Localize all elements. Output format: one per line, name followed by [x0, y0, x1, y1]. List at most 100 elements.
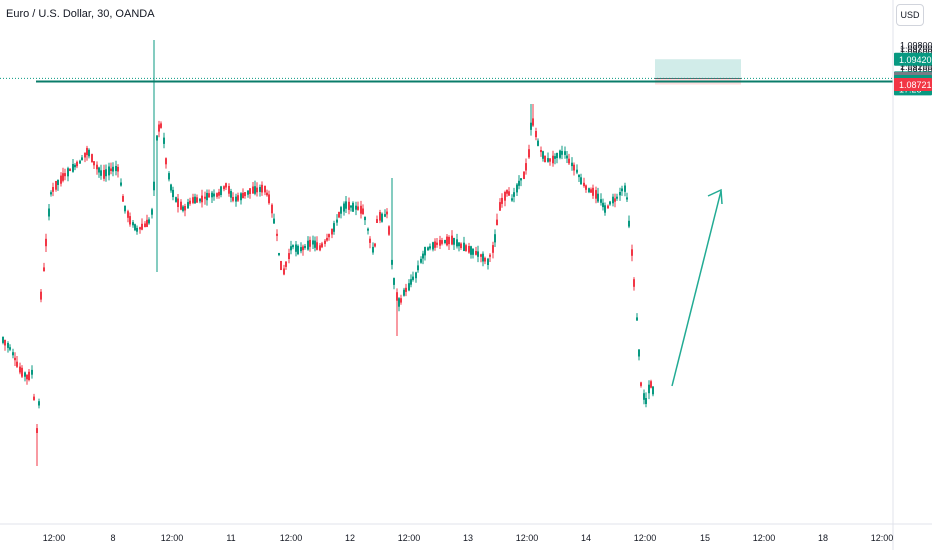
candle-body	[540, 150, 542, 153]
candle-body	[432, 242, 434, 250]
candle-body	[446, 236, 448, 246]
candle-body	[271, 204, 273, 214]
candle-body	[321, 243, 323, 248]
candle-body	[616, 196, 618, 199]
candle-body	[57, 179, 59, 185]
candle-body	[372, 246, 374, 253]
candle-body	[232, 197, 234, 201]
time-tick-label: 8	[110, 533, 115, 543]
candle-body	[304, 245, 306, 248]
candle-body	[86, 147, 88, 156]
candle-body	[434, 241, 436, 248]
candle-body	[96, 164, 98, 170]
target-zone[interactable]	[655, 59, 741, 79]
candle-body	[451, 235, 453, 245]
candle-body	[494, 234, 496, 243]
candle-body	[127, 211, 129, 218]
candle-body	[470, 246, 472, 255]
candle-body	[588, 188, 590, 193]
candle-body	[199, 198, 201, 202]
candle-body	[184, 206, 186, 211]
candle-body	[650, 381, 652, 388]
candle-body	[88, 149, 90, 157]
time-tick-label: 12	[345, 533, 355, 543]
candle-body	[45, 238, 47, 247]
candle-body	[33, 396, 35, 401]
candle-body	[139, 227, 141, 230]
candle-body	[542, 151, 544, 159]
candle-body	[175, 197, 177, 202]
candle-body	[532, 118, 534, 126]
price-label-target: 1.09420	[894, 52, 932, 66]
candle-body	[309, 239, 311, 247]
candle-body	[292, 245, 294, 248]
candle-body	[112, 166, 114, 172]
candle-body	[535, 131, 537, 138]
price-tick-label: 1.09800	[900, 41, 932, 51]
time-tick-label: 14	[581, 533, 591, 543]
candle-body	[48, 208, 50, 217]
candle-body	[360, 205, 362, 214]
candle-body	[460, 243, 462, 248]
candle-body	[568, 158, 570, 164]
candle-body	[530, 122, 532, 130]
candle-body	[208, 193, 210, 198]
time-tick-label: 18	[818, 533, 828, 543]
candle-body	[626, 197, 628, 200]
candle-body	[100, 170, 102, 176]
candle-body	[240, 193, 242, 201]
price-tick-label: 1.09100	[900, 66, 932, 76]
candle-body	[571, 162, 573, 167]
candle-body	[331, 228, 333, 235]
candle-body	[225, 183, 227, 188]
time-axis[interactable]: 12:00 8 12:00 11 12:00 12 12:00 13 12:00 14 12:00 1…	[43, 533, 894, 543]
candle-body	[340, 207, 342, 214]
candle-body	[288, 253, 290, 259]
candle-body	[564, 151, 566, 155]
candle-body	[312, 240, 314, 245]
candle-body	[9, 347, 11, 350]
candle-body	[129, 216, 131, 225]
candle-body	[328, 234, 330, 238]
candle-body	[412, 276, 414, 280]
time-tick-label: 13	[463, 533, 473, 543]
price-tick-label: 1.09200	[900, 62, 932, 72]
currency-button[interactable]: USD	[896, 4, 924, 26]
candle-body	[544, 155, 546, 163]
candle-body	[597, 193, 599, 202]
candle-body	[537, 140, 539, 146]
candle-body	[170, 184, 172, 191]
candle-body	[264, 186, 266, 193]
chart-overlays	[0, 59, 893, 387]
candle-body	[55, 181, 57, 190]
candle-body	[278, 253, 280, 256]
candle-body	[228, 186, 230, 194]
candle-body	[163, 137, 165, 144]
candle-body	[103, 170, 105, 179]
candle-body	[367, 228, 369, 231]
candle-body	[120, 182, 122, 186]
candle-body	[141, 223, 143, 230]
candle-body	[417, 265, 419, 271]
projection-arrow[interactable]	[671, 190, 722, 387]
candle-body	[628, 220, 630, 227]
candle-body	[638, 349, 640, 357]
candle-body	[67, 168, 69, 177]
symbol-title[interactable]: Euro / U.S. Dollar, 30, OANDA	[6, 8, 155, 20]
candle-body	[458, 242, 460, 247]
candle-body	[60, 175, 62, 184]
price-tick-label: 1.09600	[900, 48, 932, 58]
candle-body	[609, 201, 611, 205]
candle-body	[506, 190, 508, 194]
candle-body	[2, 337, 4, 343]
candle-body	[369, 238, 371, 243]
candle-body	[573, 164, 575, 171]
candle-body	[652, 386, 654, 395]
candle-body	[235, 196, 237, 202]
candle-body	[237, 195, 239, 201]
candle-body	[132, 222, 134, 226]
time-tick-label: 12:00	[161, 533, 184, 543]
price-label-text: 1.09420	[899, 55, 932, 65]
candle-body	[480, 254, 482, 257]
